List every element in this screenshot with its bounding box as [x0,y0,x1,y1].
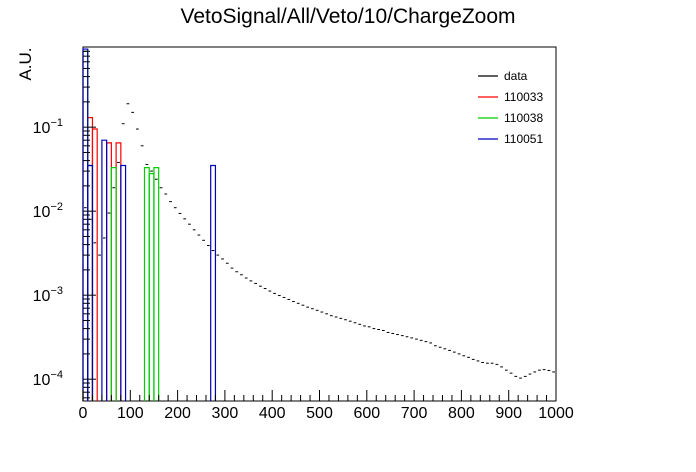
legend: data 110033 110038 110051 [478,69,543,146]
x-tick-label: 700 [401,405,428,422]
x-tick-label: 100 [117,405,144,422]
series-110038-bin [143,167,150,401]
chart-title: VetoSignal/All/Veto/10/ChargeZoom [180,5,515,28]
legend-label: 110051 [504,132,543,146]
series-110038-bin [87,164,94,401]
legend-label: 110033 [504,90,543,104]
series-110051-bin [101,139,108,401]
series-110038-bin [153,167,160,401]
y-axis-label: A.U. [16,47,35,80]
x-tick-label: 1000 [538,405,574,422]
series-110038-bin [148,173,155,401]
legend-label: data [504,69,528,83]
x-tick-label: 800 [448,405,475,422]
x-tick-label: 900 [495,405,522,422]
series-110038-bin [110,167,117,401]
y-tick-label: 10−2 [33,201,63,221]
series-110038-bin [82,50,89,401]
x-tick-label: 200 [164,405,191,422]
y-tick-label: 10−1 [33,117,63,137]
series-110051-bin [210,164,217,401]
series-110033-bin [115,142,122,401]
x-axis: 0 100 200 300 400 500 600 700 800 900 1000 [79,390,574,422]
y-tick-exponent: −3 [50,285,63,297]
series-110051-bin [87,164,94,401]
y-tick-exponent: −1 [50,117,63,129]
x-tick-label: 400 [259,405,286,422]
x-tick-label: 600 [353,405,380,422]
legend-label: 110038 [504,111,543,125]
series-110033-bin [82,50,89,401]
x-tick-label: 500 [306,405,333,422]
series-110033-bin [91,128,98,401]
histograms [82,48,555,401]
y-tick-exponent: −4 [50,369,63,381]
x-tick-label: 300 [212,405,239,422]
y-axis: 10−4 10−3 10−2 10−1 [33,46,96,399]
y-tick-exponent: −2 [50,201,63,213]
x-tick-label: 0 [79,405,88,422]
y-tick-label: 10−4 [33,369,63,389]
series-110051-bin [120,164,127,401]
series-110033-bin [106,142,112,401]
y-tick-label: 10−3 [33,285,63,305]
